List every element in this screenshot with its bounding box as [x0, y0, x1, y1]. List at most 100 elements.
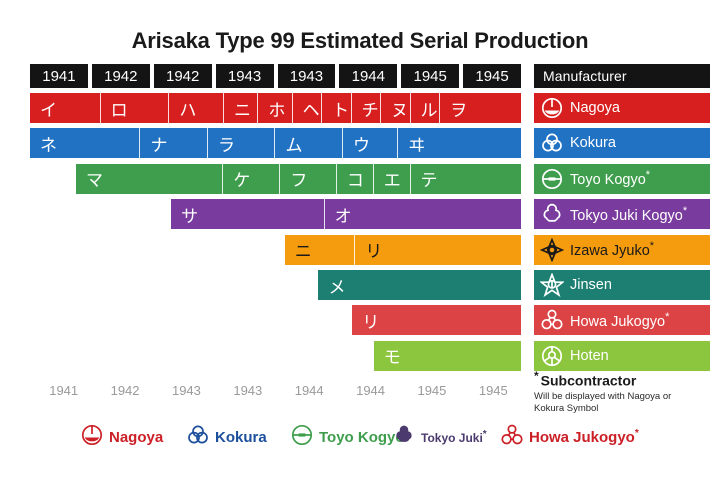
manufacturer-row-hoten[interactable]: Hoten [534, 340, 710, 371]
bar-row-howa-jukogyo: リ [352, 305, 521, 336]
bar-segment: ナ [140, 128, 208, 159]
manufacturer-label: Toyo Kogyo* [570, 169, 651, 189]
bar-segment: リ [362, 312, 380, 333]
year-header-5: 1944 [339, 64, 398, 88]
bar-row-toyo-kogyo: マケフコエテ [76, 163, 521, 194]
bar-row-jinsen: メ [318, 270, 521, 300]
bar-row-tokyo-juki-kogyo: サオ [171, 199, 521, 230]
hoten-symbol [540, 344, 564, 368]
manufacturer-label: Kokura [570, 135, 616, 152]
footnote-sub-line-2: Kokura Symbol [534, 403, 599, 415]
manufacturer-label: Hoten [570, 347, 609, 364]
manufacturer-row-toyo-kogyo[interactable]: Toyo Kogyo* [534, 163, 710, 194]
toyo-kogyo-symbol [540, 167, 564, 191]
bar-segment: ウ [343, 128, 399, 159]
manufacturer-row-tokyo-juki-kogyo[interactable]: Tokyo Juki Kogyo* [534, 199, 710, 230]
izawa-jyuko-symbol [539, 237, 565, 262]
axis-year-label-1: 1942 [110, 383, 140, 398]
nagoya-symbol [80, 423, 104, 452]
bottom-legend-item-tokyo-juki[interactable]: Tokyo Juki* [392, 420, 487, 454]
bar-segment: ニ [285, 234, 356, 265]
bottom-legend-item-howa-jukogyo[interactable]: Howa Jukogyo* [500, 420, 639, 454]
manufacturer-row-howa-jukogyo[interactable]: Howa Jukogyo* [534, 305, 710, 336]
bar-segment: ヰ [408, 135, 426, 156]
manufacturer-row-nagoya[interactable]: Nagoya [534, 93, 710, 123]
manufacturer-row-jinsen[interactable]: Jinsen [534, 270, 710, 300]
year-header-3: 1943 [215, 64, 274, 88]
bar-segment: ロ [101, 93, 170, 123]
bottom-legend-item-toyo-kogyo[interactable]: Toyo Kogyo* [290, 420, 408, 454]
subcontractor-asterisk: * [649, 240, 655, 253]
bottom-legend: Nagoya Kokura Toyo Kogyo* Tokyo Juki* Howa J… [0, 420, 720, 454]
bar-segment: ヘ [293, 93, 323, 123]
bar-segment: ヲ [449, 100, 467, 121]
kokura-symbol [186, 423, 210, 452]
bar-segment: フ [280, 163, 337, 194]
subcontractor-asterisk: * [645, 169, 651, 182]
howa-jukogyo-symbol [500, 423, 524, 452]
manufacturer-row-izawa-jyuko[interactable]: Izawa Jyuko* [534, 234, 710, 265]
manufacturer-column-header: Manufacturer [534, 64, 710, 88]
bottom-legend-item-nagoya[interactable]: Nagoya [80, 420, 163, 454]
toyo-kogyo-symbol [290, 423, 314, 452]
bar-segment: ケ [223, 163, 281, 194]
bar-segment: ル [411, 93, 440, 123]
manufacturer-label: Jinsen [570, 277, 612, 293]
manufacturer-label: Izawa Jyuko* [570, 240, 655, 259]
subcontractor-asterisk: * [482, 429, 487, 440]
manufacturer-row-kokura[interactable]: Kokura [534, 128, 710, 159]
bar-segment: サ [171, 199, 325, 230]
axis-year-label-2: 1943 [171, 383, 201, 398]
bottom-legend-label: Nagoya [109, 428, 164, 446]
bottom-legend-item-kokura[interactable]: Kokura [186, 420, 267, 454]
year-header-4: 1943 [277, 64, 336, 88]
bar-row-izawa-jyuko: ニリ [284, 234, 521, 265]
axis-year-label-5: 1944 [356, 383, 386, 398]
bar-segment: ネ [30, 128, 141, 159]
bar-segment: オ [334, 206, 352, 227]
subcontractor-asterisk: * [665, 310, 670, 323]
asterisk-icon: * [534, 369, 539, 383]
bar-segment: ト [322, 93, 352, 123]
bar-segment: エ [374, 163, 411, 194]
bar-segment: ホ [258, 93, 293, 123]
bar-segment: コ [337, 163, 374, 194]
kokura-symbol [540, 131, 564, 155]
subcontractor-asterisk: * [634, 428, 639, 439]
year-header-7: 1945 [463, 64, 521, 88]
bar-segment: ラ [208, 128, 276, 159]
subcontractor-asterisk: * [682, 204, 688, 217]
year-header-2: 1942 [153, 64, 212, 88]
bar-row-kokura: ネナラムウヰ [30, 128, 521, 159]
manufacturer-label: Howa Jukogyo* [570, 310, 670, 330]
howa-jukogyo-symbol [540, 308, 564, 332]
bar-segment: ハ [169, 93, 224, 123]
bar-segment: モ [383, 348, 401, 369]
footnote-sub-line-1: Will be displayed with Nagoya or [534, 390, 672, 402]
subcontractor-footnote: * Subcontractor Will be displayed with Na… [534, 368, 720, 416]
manufacturer-label: Tokyo Juki Kogyo* [570, 204, 688, 224]
bottom-legend-label: Tokyo Juki* [421, 429, 487, 445]
bar-row-nagoya: イロハニホヘトチヌルヲ [30, 93, 521, 123]
axis-year-label-7: 1945 [478, 383, 508, 398]
bar-segment: メ [328, 277, 346, 298]
bar-segment: ニ [224, 93, 259, 123]
bottom-legend-label: Howa Jukogyo* [529, 428, 639, 446]
bar-segment: チ [352, 93, 382, 123]
axis-year-label-4: 1944 [294, 383, 324, 398]
tokyo-juki-symbol [540, 202, 564, 226]
year-header-1: 1942 [91, 64, 150, 88]
manufacturer-label: Nagoya [570, 100, 620, 116]
nagoya-symbol [540, 96, 564, 120]
jinsen-symbol [538, 272, 566, 298]
year-header-6: 1945 [401, 64, 460, 88]
tokyo-juki-symbol [392, 423, 416, 452]
bar-segment: ム [276, 128, 343, 159]
axis-year-label-3: 1943 [233, 383, 263, 398]
footnote-heading-text: Subcontractor [540, 372, 637, 389]
page-title: Arisaka Type 99 Estimated Serial Product… [131, 28, 589, 53]
bar-segment: テ [420, 171, 438, 192]
bar-segment: リ [365, 242, 383, 263]
bar-segment: ヌ [381, 93, 411, 123]
